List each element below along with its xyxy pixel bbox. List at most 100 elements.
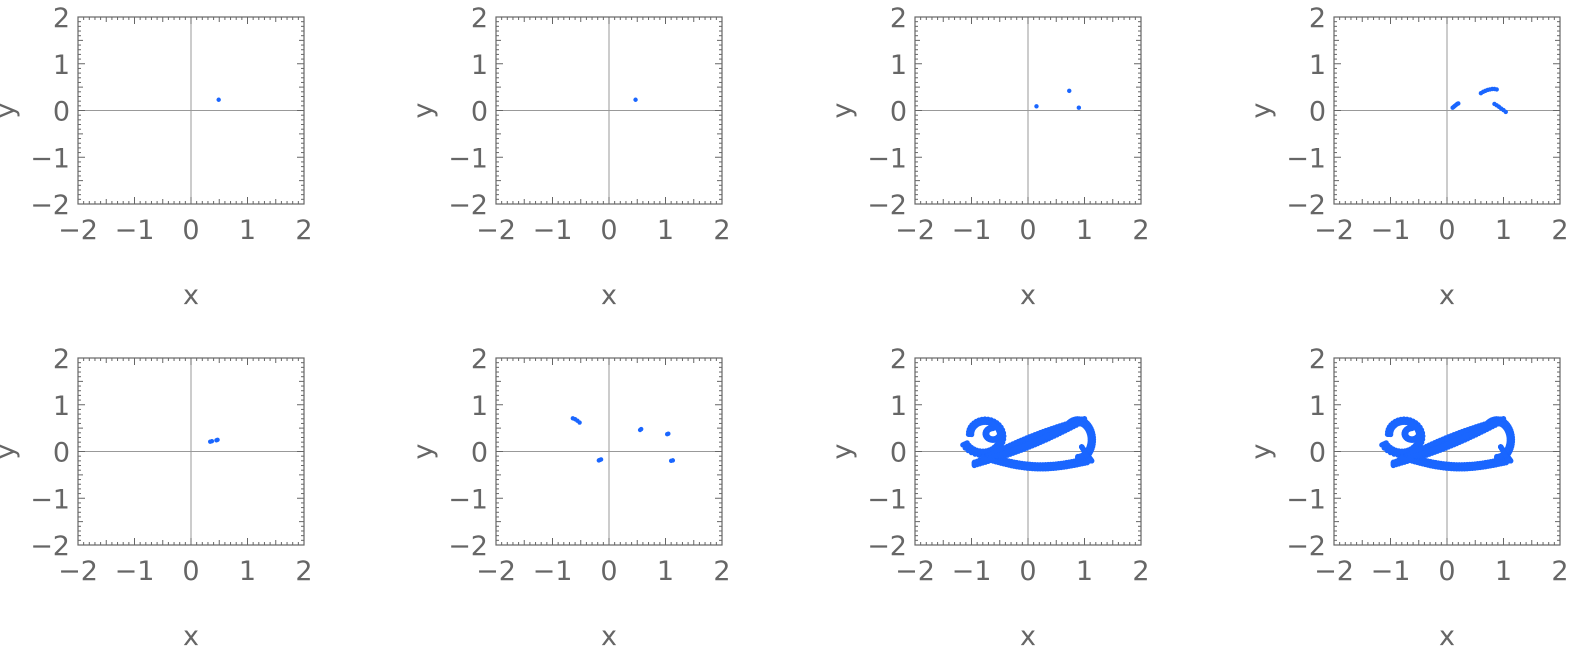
x-tick-label: 0: [600, 556, 617, 587]
x-tick-label: −2: [476, 215, 516, 246]
y-tick-label: −2: [867, 190, 907, 221]
x-tick-label: 2: [713, 556, 730, 587]
y-tick-label: −2: [30, 531, 70, 562]
data-point: [209, 439, 215, 444]
y-tick-label: 0: [890, 438, 907, 469]
data-point: [980, 455, 986, 461]
panel-2: −2 −1 0 1 2 2 1 0 −1 −2 x y: [408, 3, 731, 311]
y-tick-label: 1: [53, 391, 70, 422]
y-axis-label: y: [1246, 102, 1277, 118]
x-tick-label: −2: [58, 215, 98, 246]
data-point: [969, 431, 975, 438]
data-point: [1456, 101, 1461, 106]
y-tick-label: 1: [890, 50, 907, 81]
y-tick-label: −2: [867, 531, 907, 562]
x-tick-label: 0: [1019, 215, 1036, 246]
data-point: [216, 97, 221, 102]
panel-4: −2 −1 0 1 2 2 1 0 −1 −2 x y: [1246, 3, 1569, 311]
x-tick-label: 2: [1551, 215, 1568, 246]
panel-5: −2 −1 0 1 2 2 1 0 −1 −2 x y: [0, 344, 313, 652]
x-tick-label: 1: [1076, 556, 1093, 587]
panel-1: −2 −1 0 1 2 2 1 0 −1 −2 x y: [0, 3, 313, 311]
x-tick-label: 0: [1438, 556, 1455, 587]
data-point: [633, 97, 638, 102]
y-axis-label: y: [0, 443, 21, 459]
y-tick-label: 2: [890, 344, 907, 375]
x-tick-label: −2: [476, 556, 516, 587]
y-tick-label: −1: [448, 143, 488, 174]
x-tick-label: 2: [295, 556, 312, 587]
x-tick-label: 1: [239, 556, 256, 587]
data-point: [1503, 109, 1508, 115]
x-tick-label: −1: [533, 215, 573, 246]
x-tick-label: 1: [1076, 215, 1093, 246]
x-tick-label: −1: [115, 215, 155, 246]
x-tick-label: −1: [115, 556, 155, 587]
y-tick-label: −2: [1286, 531, 1326, 562]
x-axis-label: x: [1439, 280, 1455, 311]
y-tick-label: 0: [1309, 438, 1326, 469]
y-axis-label: y: [827, 443, 858, 459]
x-tick-label: 2: [295, 215, 312, 246]
y-tick-label: 2: [1309, 3, 1326, 34]
x-tick-label: 2: [713, 215, 730, 246]
y-tick-label: 2: [890, 3, 907, 34]
x-tick-label: −1: [1371, 556, 1411, 587]
y-tick-label: 1: [53, 50, 70, 81]
x-axis-label: x: [183, 621, 199, 652]
x-tick-label: −1: [952, 556, 992, 587]
data-point: [666, 431, 671, 436]
x-axis-label: x: [1020, 280, 1036, 311]
x-axis-label: x: [183, 280, 199, 311]
panel-3: −2 −1 0 1 2 2 1 0 −1 −2 x y: [827, 3, 1150, 311]
x-tick-label: 1: [1495, 215, 1512, 246]
x-tick-label: −2: [1314, 215, 1354, 246]
data-point: [1399, 455, 1405, 461]
data-point: [1494, 87, 1499, 92]
y-tick-label: 0: [1309, 97, 1326, 128]
data-point: [1081, 416, 1088, 422]
x-tick-label: −2: [895, 215, 935, 246]
data-point: [1500, 416, 1507, 422]
y-tick-label: −2: [448, 190, 488, 221]
y-tick-label: −1: [1286, 143, 1326, 174]
y-tick-label: 2: [471, 344, 488, 375]
y-tick-label: 0: [471, 438, 488, 469]
data-point: [995, 434, 1001, 440]
y-tick-label: 2: [471, 3, 488, 34]
x-tick-label: 2: [1551, 556, 1568, 587]
y-tick-label: 1: [1309, 50, 1326, 81]
data-point: [577, 420, 582, 425]
y-tick-label: −1: [448, 484, 488, 515]
data-point: [639, 426, 644, 432]
x-tick-label: 0: [182, 215, 199, 246]
data-point: [1068, 423, 1074, 429]
x-tick-label: −2: [1314, 556, 1354, 587]
y-tick-label: 0: [471, 97, 488, 128]
data-point: [215, 437, 220, 443]
y-tick-label: −1: [30, 484, 70, 515]
panel-8: −2 −1 0 1 2 2 1 0 −1 −2 x y: [1246, 344, 1569, 652]
x-tick-label: 1: [657, 556, 674, 587]
x-tick-label: −1: [952, 215, 992, 246]
y-tick-label: −2: [1286, 190, 1326, 221]
y-tick-label: 1: [890, 391, 907, 422]
y-tick-label: −1: [867, 484, 907, 515]
y-tick-label: 1: [471, 391, 488, 422]
x-tick-label: 0: [1019, 556, 1036, 587]
panel-7: −2 −1 0 1 2 2 1 0 −1 −2 x y: [827, 344, 1150, 652]
x-tick-label: −1: [533, 556, 573, 587]
y-axis-label: y: [408, 443, 439, 459]
x-tick-label: 1: [1495, 556, 1512, 587]
y-tick-label: 2: [53, 3, 70, 34]
data-point: [1414, 434, 1420, 440]
x-axis-label: x: [601, 280, 617, 311]
data-point: [597, 457, 603, 463]
data-point: [1487, 423, 1493, 429]
y-tick-label: −2: [448, 531, 488, 562]
x-axis-label: x: [601, 621, 617, 652]
y-tick-label: 0: [53, 97, 70, 128]
x-tick-label: 2: [1132, 215, 1149, 246]
x-axis-label: x: [1020, 621, 1036, 652]
x-tick-label: 0: [1438, 215, 1455, 246]
